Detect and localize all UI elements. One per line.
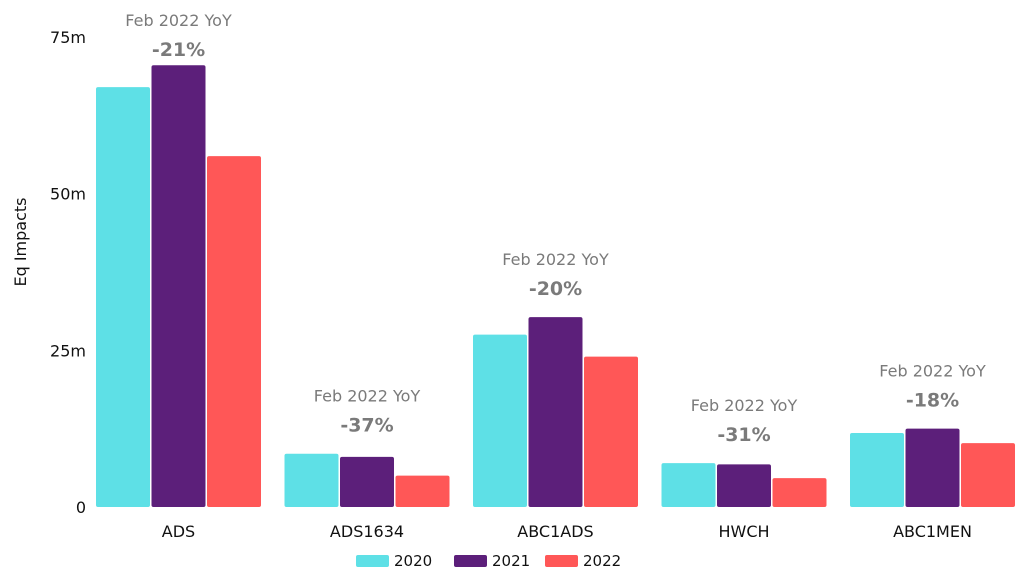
x-tick-label: ABC1ADS (517, 522, 593, 541)
legend-swatch-2020 (356, 555, 389, 567)
annotation-value: -37% (340, 415, 393, 437)
x-tick-label: ADS (162, 522, 195, 541)
annotation-value: -31% (717, 424, 770, 446)
annotation-title: Feb 2022 YoY (125, 11, 232, 30)
y-tick-label: 75m (50, 28, 86, 47)
bar-ads1634-2020 (284, 453, 339, 507)
y-axis-label: Eq Impacts (11, 197, 30, 286)
annotation-title: Feb 2022 YoY (502, 250, 609, 269)
bar-hwch-2022 (772, 478, 827, 507)
bar-abc1ads-2020 (473, 334, 527, 507)
y-tick-label: 0 (76, 498, 86, 517)
legend-label: 2022 (583, 552, 621, 570)
x-tick-label: ABC1MEN (893, 522, 972, 541)
x-tick-label: HWCH (718, 522, 769, 541)
y-tick-label: 50m (50, 185, 86, 204)
bar-ads-2020 (96, 87, 150, 507)
annotation-value: -20% (529, 278, 582, 300)
annotation-value: -18% (906, 390, 959, 412)
legend-swatch-2021 (454, 555, 487, 567)
bar-ads1634-2022 (395, 475, 450, 507)
bar-abc1men-2022 (961, 443, 1015, 507)
x-tick-label: ADS1634 (330, 522, 404, 541)
annotation-title: Feb 2022 YoY (879, 362, 986, 381)
x-axis: ADS ADS1634 ABC1ADS HWCH ABC1MEN (162, 522, 972, 541)
bars (96, 65, 1015, 508)
annotation-value: -21% (152, 39, 205, 61)
y-axis: 0 25m 50m 75m (50, 28, 86, 517)
bar-abc1ads-2022 (584, 356, 638, 507)
bar-abc1ads-2021 (528, 317, 583, 507)
bar-abc1men-2020 (850, 433, 904, 507)
annotation-title: Feb 2022 YoY (314, 387, 421, 406)
legend: 2020 2021 2022 (356, 552, 621, 570)
annotation-title: Feb 2022 YoY (691, 396, 798, 415)
bar-ads-2021 (151, 65, 206, 507)
annotations: Feb 2022 YoY -21% Feb 2022 YoY -37% Feb 2022… (125, 11, 986, 446)
legend-label: 2020 (394, 552, 432, 570)
y-tick-label: 25m (50, 341, 86, 360)
bar-ads-2022 (207, 156, 261, 508)
bar-hwch-2021 (717, 464, 771, 507)
legend-swatch-2022 (545, 555, 578, 567)
bar-abc1men-2021 (905, 428, 960, 507)
bar-hwch-2020 (661, 463, 716, 507)
legend-label: 2021 (492, 552, 530, 570)
bar-ads1634-2021 (340, 456, 394, 507)
